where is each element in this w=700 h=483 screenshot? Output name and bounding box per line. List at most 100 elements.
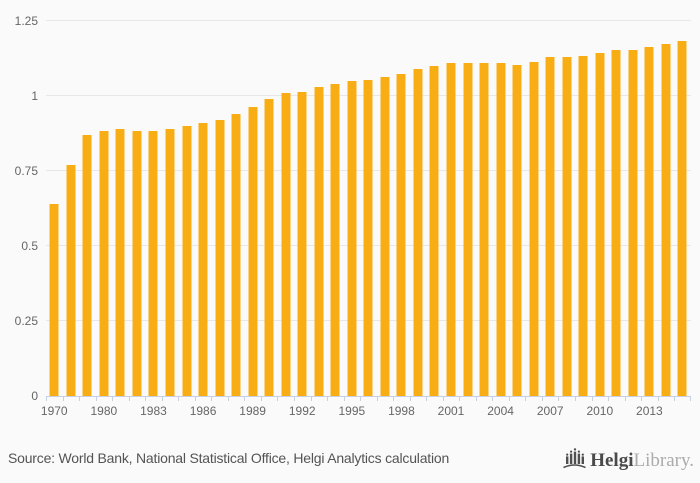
bar-1992[interactable]: [297, 91, 307, 396]
x-tick-label-1998: 1998: [388, 404, 415, 418]
x-axis-tick: [624, 396, 626, 401]
x-axis-tick: [112, 396, 114, 401]
bar-slot: [79, 21, 96, 401]
bar-slot: [178, 21, 195, 401]
bar-2004[interactable]: [496, 63, 506, 396]
bar-chart-plot-area: 1970 1980 1983 1986 1989 1992 1995 1998 2001 2004…: [41, 20, 691, 418]
bar-slot: [475, 21, 493, 401]
bar-2001[interactable]: [446, 63, 456, 396]
bar-slot: [674, 21, 691, 401]
bar-1983[interactable]: [148, 130, 158, 396]
bar-slot: [376, 21, 394, 401]
chart-footer: Source: World Bank, National Statistical…: [8, 446, 694, 470]
bar-1981[interactable]: [115, 129, 125, 396]
bar-slot: [161, 21, 179, 401]
bar-2011[interactable]: [611, 49, 621, 396]
bar-slot: [459, 21, 476, 401]
bar-slot: [112, 21, 129, 401]
y-tick-label-0.75: 0.75: [14, 164, 38, 178]
bar-series: 1970 1980 1983 1986 1989 1992 1995 1998 2001 2004…: [41, 21, 691, 418]
x-axis-tick: [161, 396, 163, 401]
bar-slot: [426, 21, 443, 401]
bar-2010[interactable]: [595, 52, 605, 396]
bar-1994[interactable]: [330, 84, 340, 396]
x-axis-tick: [674, 396, 676, 401]
bar-2002[interactable]: [463, 63, 473, 396]
bar-1987[interactable]: [215, 120, 225, 396]
bar-1996[interactable]: [363, 79, 373, 396]
bar-slot: [508, 21, 526, 401]
x-axis-tick: [475, 396, 477, 401]
x-axis-tick: [327, 396, 329, 401]
bar-2000[interactable]: [429, 66, 439, 396]
x-axis-tick: [393, 396, 395, 401]
x-axis-tick: [558, 396, 560, 401]
y-tick-label-0: 0: [31, 389, 38, 403]
brand-secondary-text: Library.: [633, 450, 695, 471]
x-axis-tick: [508, 396, 510, 401]
bar-1980[interactable]: [99, 130, 109, 396]
bar-2007[interactable]: [545, 57, 555, 396]
bar-1989[interactable]: [248, 106, 258, 396]
bar-2008[interactable]: [562, 57, 572, 396]
bar-2015[interactable]: [677, 40, 687, 396]
bar-2012[interactable]: [628, 49, 638, 396]
bar-2005[interactable]: [512, 64, 522, 396]
brand-wordmark: HelgiLibrary.: [590, 451, 694, 470]
x-tick-label-2013: 2013: [636, 404, 663, 418]
x-axis-end-tick: [690, 396, 691, 401]
bar-1988[interactable]: [231, 114, 241, 396]
bar-1998[interactable]: [396, 73, 406, 396]
bar-1982[interactable]: [132, 130, 142, 396]
x-axis-tick: [310, 396, 312, 401]
bar-slot: [624, 21, 642, 401]
y-axis-labels: 0 0.25 0.5 0.75 1 1.25: [0, 15, 38, 402]
helgi-library-logo[interactable]: HelgiLibrary.: [562, 446, 694, 470]
bar-2014[interactable]: [661, 43, 671, 396]
bar-slot: [409, 21, 427, 401]
x-axis-tick: [293, 396, 295, 401]
bar-slot: [657, 21, 675, 401]
bar-slot: [608, 21, 625, 401]
bar-1986[interactable]: [198, 123, 208, 396]
x-axis-tick: [442, 396, 444, 401]
bar-1990[interactable]: [264, 99, 274, 396]
bar-2009[interactable]: [578, 55, 588, 396]
bar-slot: 1983: [140, 21, 167, 418]
x-axis-tick: [227, 396, 229, 401]
x-axis-tick: [95, 396, 97, 401]
x-axis-tick: [343, 396, 345, 401]
bar-1995[interactable]: [347, 81, 357, 396]
bar-slot: [227, 21, 245, 401]
x-axis-tick: [426, 396, 428, 401]
x-axis-tick: [525, 396, 527, 401]
bar-1993[interactable]: [314, 87, 324, 396]
bar-1999[interactable]: [413, 69, 423, 396]
bar-slot: 2001: [438, 21, 464, 418]
x-axis-tick: [641, 396, 643, 401]
y-tick-label-1: 1: [31, 89, 38, 103]
bar-1985[interactable]: [182, 126, 192, 396]
x-axis-tick: [62, 396, 64, 401]
bar-1997[interactable]: [380, 76, 390, 396]
bar-1970[interactable]: [49, 204, 59, 396]
x-axis-tick: [575, 396, 576, 401]
x-tick-label-1986: 1986: [189, 404, 217, 418]
bar-1991[interactable]: [281, 93, 291, 396]
x-tick-label-1980: 1980: [90, 404, 118, 418]
bar-year-2[interactable]: [82, 135, 92, 396]
bar-1984[interactable]: [165, 129, 175, 396]
bar-2013[interactable]: [644, 46, 654, 396]
bar-slot: 2010: [586, 21, 613, 418]
bar-year-1[interactable]: [66, 165, 76, 396]
x-tick-label-2001: 2001: [437, 404, 465, 418]
x-axis-tick: [145, 396, 147, 401]
bar-slot: 1995: [338, 21, 365, 418]
bar-slot: 1986: [190, 21, 216, 418]
x-axis-tick: [277, 396, 279, 401]
x-tick-label-2010: 2010: [586, 404, 614, 418]
x-axis-tick: [376, 396, 378, 401]
bar-2006[interactable]: [529, 61, 539, 396]
bar-2003[interactable]: [479, 63, 489, 396]
bar-slot: 2004: [487, 21, 514, 418]
